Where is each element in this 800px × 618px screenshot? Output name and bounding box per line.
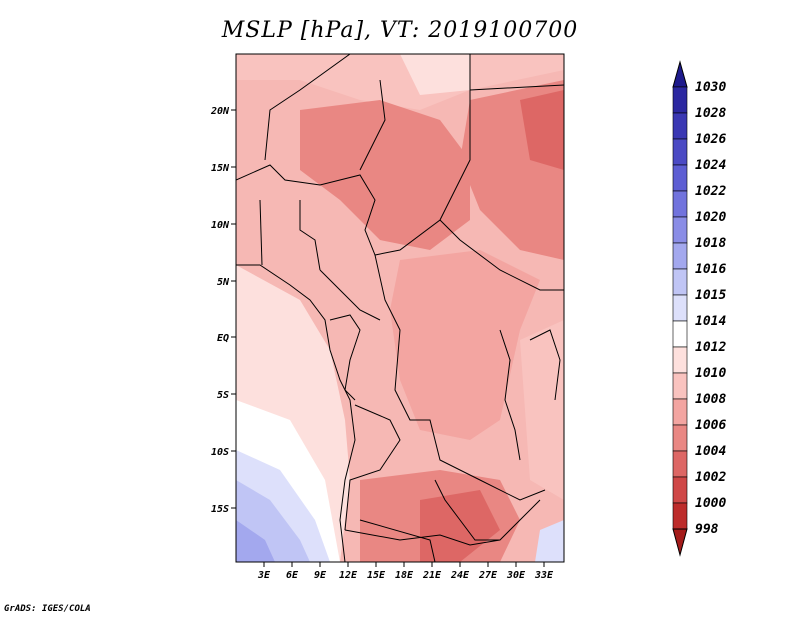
colorbar-label: 1015	[695, 288, 726, 303]
lon-label: 6E	[286, 570, 299, 581]
colorbar-label: 1016	[695, 262, 726, 277]
colorbar-segment	[672, 216, 688, 244]
pressure-field	[236, 54, 564, 562]
lat-label: 10N	[211, 220, 230, 231]
map-title: MSLP [hPa], VT: 2019100700	[221, 18, 579, 43]
lon-label: 9E	[314, 570, 327, 581]
lon-label: 24E	[450, 570, 470, 581]
colorbar-segment	[672, 424, 688, 452]
colorbar-segment	[672, 242, 688, 270]
colorbar-segment	[672, 86, 688, 114]
lat-label: EQ	[217, 333, 229, 344]
colorbar-label: 1010	[695, 366, 726, 381]
colorbar-segment	[672, 112, 688, 140]
lon-label: 18E	[395, 570, 414, 581]
colorbar-label: 1000	[695, 496, 726, 511]
colorbar-label: 1022	[695, 184, 726, 199]
colorbar-segment	[672, 398, 688, 426]
colorbar: 1030 1028 1026 1024 1022 1020 1018 1016 1015 1014…	[672, 60, 726, 557]
lat-label: 5S	[217, 390, 229, 401]
lat-axis: 20N 15N 10N 5N EQ 5S 10S 15S	[210, 106, 236, 515]
colorbar-label: 1020	[695, 210, 726, 225]
lon-label: 21E	[422, 570, 442, 581]
lon-label: 30E	[506, 570, 526, 581]
colorbar-label: 1024	[695, 158, 726, 173]
colorbar-bottom-arrow	[672, 528, 688, 557]
colorbar-label: 1014	[695, 314, 726, 329]
colorbar-segment	[672, 346, 688, 374]
colorbar-label: 1002	[695, 470, 726, 485]
lon-label: 27E	[478, 570, 498, 581]
colorbar-segment	[672, 502, 688, 530]
colorbar-segment	[672, 294, 688, 322]
lon-axis: 3E 6E 9E 12E 15E 18E 21E 24E 27E 30E 33E	[257, 562, 554, 581]
colorbar-label: 1006	[695, 418, 726, 433]
lon-label: 15E	[367, 570, 386, 581]
colorbar-label: 1012	[695, 340, 726, 355]
colorbar-label: 1008	[695, 392, 726, 407]
lat-label: 20N	[210, 106, 230, 117]
colorbar-segment	[672, 320, 688, 348]
colorbar-top-arrow	[672, 60, 688, 88]
colorbar-label: 998	[695, 522, 719, 537]
colorbar-segment	[672, 476, 688, 504]
colorbar-segment	[672, 164, 688, 192]
colorbar-segment	[672, 138, 688, 166]
lon-label: 12E	[339, 570, 358, 581]
colorbar-label: 1004	[695, 444, 726, 459]
lat-label: 15N	[211, 163, 230, 174]
colorbar-segment	[672, 372, 688, 400]
map-border	[235, 53, 565, 563]
lon-label: 3E	[257, 570, 271, 581]
colorbar-segment	[672, 268, 688, 296]
colorbar-label: 1030	[695, 80, 726, 95]
colorbar-segment	[672, 450, 688, 478]
lat-label: 5N	[217, 277, 230, 288]
credit-text: GrADS: IGES/COLA	[4, 604, 91, 614]
lat-label: 15S	[211, 504, 229, 515]
lon-label: 33E	[534, 570, 554, 581]
colorbar-label: 1018	[695, 236, 726, 251]
colorbar-segment	[672, 190, 688, 218]
colorbar-label: 1028	[695, 106, 726, 121]
colorbar-label: 1026	[695, 132, 726, 147]
lat-label: 10S	[211, 447, 229, 458]
